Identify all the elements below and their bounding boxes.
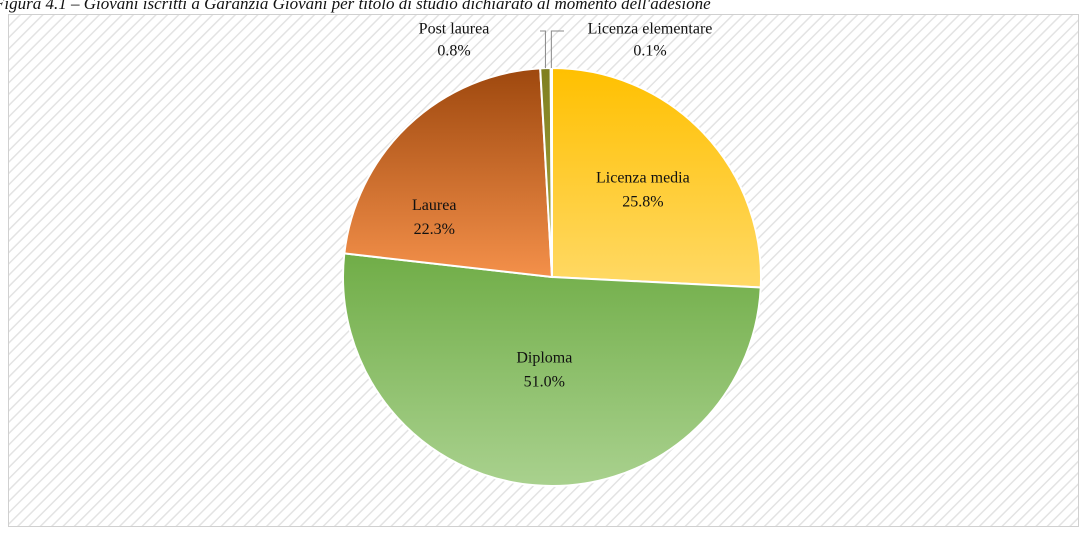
pie-slice [343, 67, 554, 279]
chart-title: Figura 4.1 – Giovani iscritti a Garanzia… [0, 0, 711, 13]
pie-slice [342, 252, 762, 487]
slice-value-label: 25.8% [622, 193, 663, 210]
slice-value-label: 0.8% [437, 43, 470, 60]
pie-slice [549, 66, 553, 278]
slice-label: Diploma [516, 349, 572, 366]
slice-label: Licenza media [596, 169, 690, 186]
slice-value-label: 22.3% [414, 221, 455, 238]
slice-label: Licenza elementare [588, 21, 713, 38]
slice-label: Laurea [412, 197, 456, 214]
slice-label: Post laurea [419, 21, 490, 38]
leader-line [540, 30, 546, 69]
slice-value-label: 0.1% [633, 43, 666, 60]
slice-value-label: 51.0% [524, 373, 565, 390]
pie-slice [551, 66, 762, 289]
leader-line [550, 30, 564, 69]
